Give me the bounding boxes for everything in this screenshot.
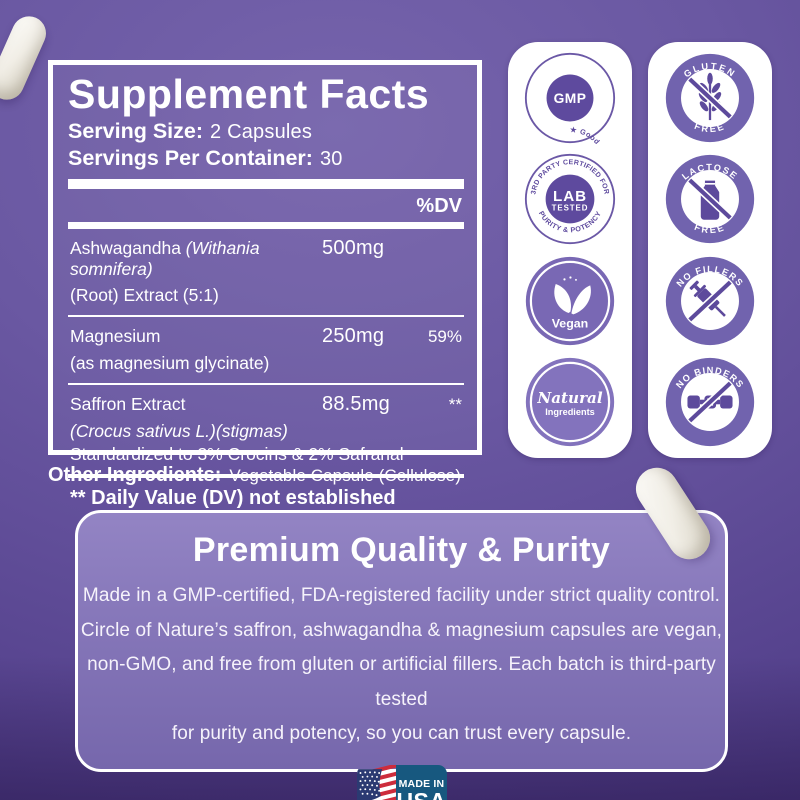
- ingredient-row-ashwagandha: Ashwagandha (Withania somnifera) 500mg (…: [68, 229, 464, 315]
- quality-line: Circle of Nature’s saffron, ashwagandha …: [80, 619, 723, 641]
- ingredient-name: Ashwagandha (Withania somnifera): [70, 238, 260, 279]
- svg-text:Ingredients: Ingredients: [545, 407, 595, 417]
- ingredient-subline: (as magnesium glycinate): [70, 353, 270, 373]
- svg-text:FREE: FREE: [693, 222, 727, 235]
- ingredient-row-magnesium: Magnesium 250mg 59% (as magnesium glycin…: [68, 317, 464, 383]
- ingredient-name: Saffron Extract: [70, 394, 186, 414]
- svg-text:LAB: LAB: [553, 188, 587, 205]
- ingredient-amount: 250mg: [322, 325, 385, 347]
- made-in-usa-text: MADE IN USA: [396, 764, 447, 800]
- ingredient-dv: **: [448, 395, 462, 414]
- gmp-certified-icon: ★ Good Manufacturing Practice Certificat…: [524, 52, 616, 144]
- usa-label: USA: [396, 790, 446, 800]
- gluten-free-icon: GLUTEN FREE: [665, 53, 755, 142]
- divider-bar-medium: [68, 222, 464, 229]
- vegan-icon: Vegan: [525, 256, 615, 345]
- ingredient-row-saffron: Saffron Extract 88.5mg ** (Crocus sativu…: [68, 385, 464, 474]
- ingredient-amount: 500mg: [322, 237, 385, 259]
- row-divider: [68, 315, 464, 317]
- percent-dv-header: %DV: [416, 195, 462, 217]
- other-ingredients-value: Vegetable Capsule (Cellulose): [229, 466, 461, 485]
- us-flag-icon: [356, 764, 397, 800]
- ingredient-subline: (Crocus sativus L.)(stigmas): [70, 421, 288, 441]
- divider-bar-thick: [68, 179, 464, 189]
- servings-per-container-line: Servings Per Container: 30: [68, 145, 464, 172]
- other-ingredients-line: Other Ingredients: Vegetable Capsule (Ce…: [48, 464, 461, 487]
- svg-text:TESTED: TESTED: [552, 204, 589, 213]
- ingredient-amount: 88.5mg: [322, 393, 390, 415]
- dv-footnote: ** Daily Value (DV) not established: [70, 487, 396, 509]
- ingredient-subline: (Root) Extract (5:1): [70, 285, 219, 305]
- quality-line: Made in a GMP-certified, FDA-registered …: [82, 585, 721, 606]
- other-ingredients-label: Other Ingredients:: [48, 464, 222, 486]
- made-in-usa-badge: MADE IN USA: [356, 764, 447, 800]
- ingredient-dv: 59%: [427, 327, 462, 346]
- serving-size-label: Serving Size:: [68, 119, 204, 143]
- badge-column-free-from: GLUTEN FREE LACTO: [648, 42, 772, 458]
- capsule-top-left: [0, 10, 52, 106]
- quality-line: non-GMO, and free from gluten or artific…: [87, 654, 716, 710]
- lactose-free-icon: LACTOSE FREE: [665, 155, 755, 244]
- svg-text:GMP: GMP: [554, 91, 587, 106]
- ingredient-standardization: Standardized to 3% Crocins & 2% Safranal: [70, 444, 404, 464]
- quality-panel-body: Made in a GMP-certified, FDA-registered …: [78, 579, 725, 752]
- row-divider-thick: [68, 474, 464, 478]
- premium-quality-panel: Premium Quality & Purity Made in a GMP-c…: [75, 510, 728, 800]
- row-divider: [68, 383, 464, 385]
- lab-tested-icon: 3RD PARTY CERTIFIED FOR PURITY & POTENCY…: [524, 154, 616, 245]
- no-binders-icon: NO BINDERS: [665, 358, 755, 447]
- badge-column-certifications: ★ Good Manufacturing Practice Certificat…: [508, 42, 632, 458]
- supplement-facts-panel: Supplement Facts Serving Size: 2 Capsule…: [48, 60, 482, 509]
- serving-size-value: 2 Capsules: [210, 121, 313, 143]
- natural-ingredients-icon: Natural Ingredients: [525, 358, 615, 447]
- serving-size-line: Serving Size: 2 Capsules: [68, 118, 464, 145]
- supplement-facts-title: Supplement Facts: [68, 71, 430, 117]
- servings-per-container-value: 30: [319, 148, 343, 170]
- quality-panel-title: Premium Quality & Purity: [192, 531, 611, 569]
- servings-per-container-label: Servings Per Container:: [68, 146, 313, 170]
- svg-text:Vegan: Vegan: [552, 316, 589, 330]
- no-fillers-icon: NO FILLERS: [665, 256, 755, 345]
- quality-line: for purity and potency, so you can trust…: [171, 723, 632, 744]
- made-in-label: MADE IN: [398, 778, 445, 790]
- svg-text:FREE: FREE: [693, 121, 727, 134]
- ingredient-name: Magnesium: [70, 326, 161, 346]
- svg-text:Natural: Natural: [536, 389, 603, 407]
